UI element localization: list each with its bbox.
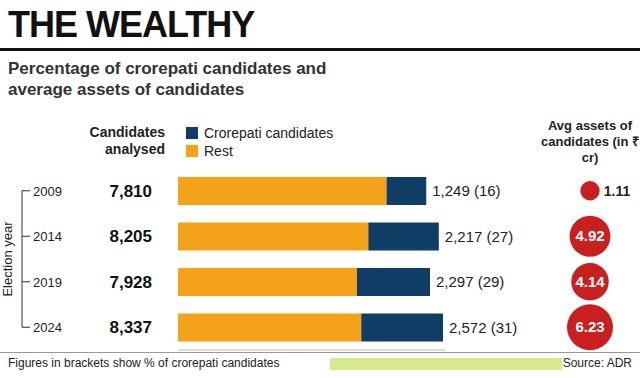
svg-text:7,810: 7,810: [109, 182, 152, 201]
svg-text:1,249 (16): 1,249 (16): [432, 182, 500, 199]
html-text:Rest: Rest: [204, 143, 233, 159]
svg-text:Election year: Election year: [0, 221, 15, 297]
svg-text:8,337: 8,337: [109, 318, 152, 337]
svg-text:2009: 2009: [33, 184, 62, 199]
html-text:Candidates analysed: Candidates analysed: [89, 124, 165, 157]
svg-text:1.11: 1.11: [604, 183, 631, 199]
html-text:Percentage of crorepati candid: Percentage of crorepati candidates and a…: [8, 59, 327, 99]
html-text:Figures in brackets show % of: Figures in brackets show % of crorepati …: [8, 356, 280, 370]
svg-text:2014: 2014: [33, 229, 62, 244]
svg-text:2,217 (27): 2,217 (27): [445, 228, 513, 245]
html-text:Avg assets of candidates (in ₹: Avg assets of candidates (in ₹ cr): [541, 118, 639, 165]
svg-text:8,205: 8,205: [109, 227, 152, 246]
svg-text:2,297 (29): 2,297 (29): [436, 273, 504, 290]
svg-text:6.23: 6.23: [575, 318, 604, 335]
svg-text:7,928: 7,928: [109, 273, 152, 292]
html-text:THE WEALTHY: THE WEALTHY: [8, 4, 255, 45]
svg-text:4.92: 4.92: [575, 227, 604, 244]
svg-text:4.14: 4.14: [575, 273, 605, 290]
svg-text:2,572 (31): 2,572 (31): [449, 319, 517, 336]
html-text:Crorepati candidates: Crorepati candidates: [204, 125, 334, 141]
svg-text:2024: 2024: [33, 320, 62, 335]
svg-text:2019: 2019: [33, 275, 62, 290]
html-text:Source: ADR: Source: ADR: [562, 356, 632, 370]
